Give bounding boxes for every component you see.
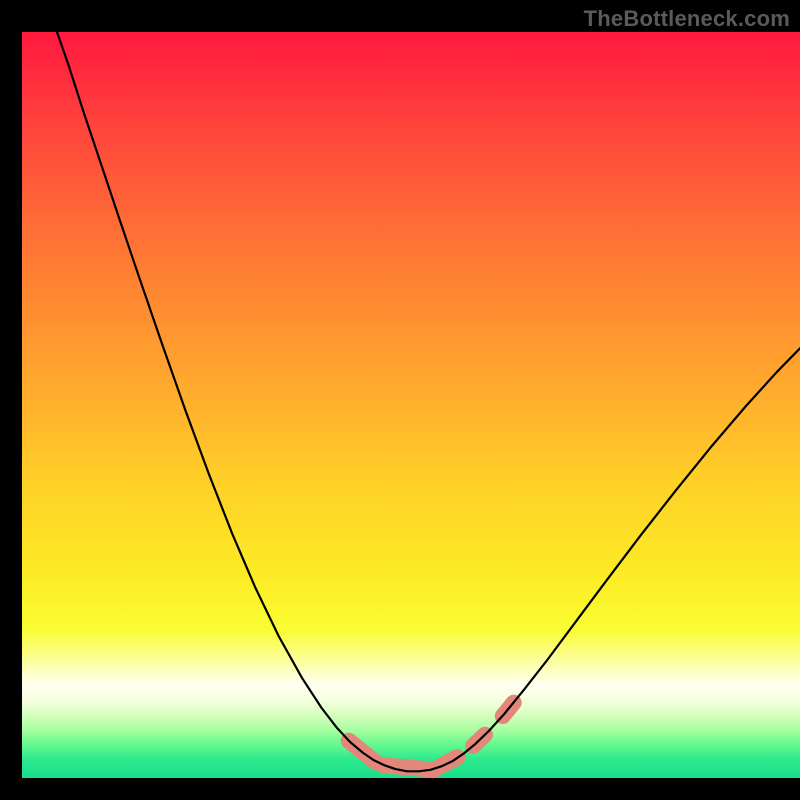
bottleneck-chart — [0, 0, 800, 800]
watermark-text: TheBottleneck.com — [584, 6, 790, 32]
plot-background — [22, 32, 800, 778]
chart-container: TheBottleneck.com — [0, 0, 800, 800]
